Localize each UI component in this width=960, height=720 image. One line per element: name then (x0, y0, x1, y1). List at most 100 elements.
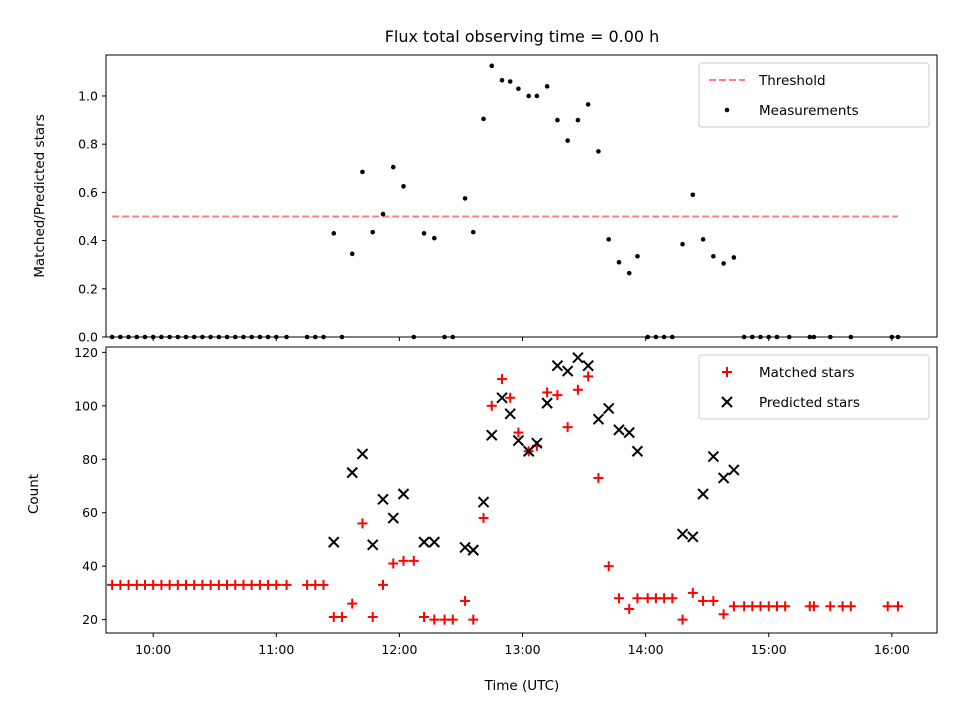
point-2-0-75 (825, 601, 836, 612)
x-tick-label-1: 11:00 (258, 642, 294, 657)
point-2-1-9-b (459, 541, 471, 554)
point-2-1-6 (397, 488, 410, 500)
point-2-0-44 (513, 427, 524, 438)
y-tick-label-2-3: 80 (82, 452, 98, 467)
point-1-0-73 (807, 334, 813, 340)
point-1-0-76 (848, 334, 854, 340)
point-2-0-32 (398, 555, 409, 566)
legend-box-2 (698, 354, 930, 420)
point-2-0-63 (698, 595, 709, 606)
point-1-0-8 (175, 334, 181, 340)
point-2-1-0 (328, 536, 340, 548)
point-2-1-10-b (467, 544, 479, 556)
legend-label-2-0: Matched stars (759, 365, 855, 381)
point-1-0-9 (183, 334, 189, 340)
y-tick-label-1-4: 0.8 (78, 137, 98, 152)
point-1-0-72 (786, 334, 792, 340)
point-1-0-48 (555, 117, 560, 123)
point-2-1-19-b (551, 360, 564, 372)
point-1-0-65 (721, 261, 726, 266)
point-1-0-43 (507, 79, 513, 84)
point-1-0-16 (241, 334, 246, 340)
bottom-plot: 20 40 60 80 100 120 10:00 11:00 12:00 13:00 14:00 1… (74, 345, 938, 657)
point-2-1-13 (496, 392, 508, 404)
point-2-0-65 (718, 609, 729, 620)
point-1-0-15 (232, 334, 238, 340)
point-2-0-33 (408, 555, 419, 566)
point-2-0-52 (593, 472, 604, 483)
x-tick-label-2: 12:00 (381, 642, 417, 657)
point-2-0-42 (497, 374, 508, 385)
point-2-0-43 (505, 392, 516, 403)
point-1-0-61 (680, 241, 685, 247)
point-1-0-44 (516, 86, 521, 92)
point-2-1-21-b (572, 351, 584, 364)
y-tick-label-2-1: 40 (82, 559, 98, 574)
point-2-0-49 (562, 422, 573, 433)
point-2-0-39 (468, 614, 479, 625)
point-1-0-23 (312, 334, 318, 340)
point-2-1-31 (707, 450, 720, 463)
point-1-0-45 (526, 93, 531, 99)
point-1-0-28 (360, 169, 365, 175)
point-1-0-57 (645, 334, 650, 340)
point-1-0-18 (257, 334, 263, 340)
point-2-0-66 (728, 601, 739, 612)
legend-handle-1-1 (724, 107, 730, 113)
x-tick-label-4: 14:00 (628, 642, 664, 657)
point-2-1-22 (582, 360, 594, 372)
point-2-0-51 (583, 371, 594, 382)
point-2-0-27 (347, 598, 358, 609)
point-1-0-52 (596, 149, 601, 154)
point-2-1-5 (387, 512, 399, 524)
point-1-0-37 (450, 334, 456, 340)
point-2-1-24 (602, 402, 615, 415)
point-2-0-64 (708, 595, 719, 606)
point-2-1-4 (377, 493, 389, 506)
legend-label-1-1: Measurements (759, 103, 859, 119)
legend-label-1-0: Threshold (758, 73, 826, 89)
point-2-1-11-b (477, 496, 490, 508)
point-2-0-79 (893, 601, 904, 612)
point-1-0-24 (321, 334, 326, 340)
legend-handle-2-0 (722, 367, 732, 377)
point-2-1-26 (623, 426, 635, 439)
point-1-0-71 (774, 334, 780, 340)
point-1-0-33 (411, 334, 417, 340)
legend-handle-2-1-b (721, 396, 733, 408)
point-1-0-49 (565, 138, 570, 143)
point-2-1-15 (512, 434, 525, 447)
point-2-1-7-b (418, 536, 430, 548)
point-2-1-19 (551, 360, 564, 372)
series-predicted-stars (328, 351, 740, 556)
point-2-1-31-b (707, 450, 720, 463)
point-1-0-6 (159, 334, 164, 340)
point-2-0-78 (882, 601, 893, 612)
point-1-0-34 (421, 231, 427, 236)
point-1-0-70 (766, 334, 772, 340)
legend-label-2-1: Predicted stars (759, 395, 860, 411)
point-2-0-61 (677, 614, 688, 625)
point-2-1-23-b (592, 413, 605, 425)
legend-handle-2-1 (721, 396, 733, 408)
point-1-0-14 (224, 334, 230, 340)
y-tick-label-2-4: 100 (74, 398, 98, 413)
point-2-1-30-b (697, 488, 709, 500)
point-2-0-26 (336, 611, 347, 622)
point-1-0-12 (208, 334, 213, 340)
x-tick-label-6: 16:00 (874, 642, 910, 657)
point-1-0-7 (167, 334, 172, 340)
point-2-1-29-b (687, 531, 699, 543)
x-tick-label-3: 13:00 (505, 642, 541, 657)
point-1-0-10 (191, 334, 197, 340)
point-1-0-21 (284, 334, 289, 340)
y-tick-label-1-1: 0.2 (78, 281, 98, 296)
point-1-0-50 (575, 117, 581, 123)
point-2-1-8-b (428, 536, 441, 548)
point-2-1-28 (676, 528, 689, 540)
point-1-0-58 (653, 334, 659, 340)
point-2-1-1-b (346, 466, 358, 479)
series-measurements (109, 63, 901, 340)
point-2-0-53 (603, 561, 614, 572)
point-2-0-47 (542, 387, 553, 398)
